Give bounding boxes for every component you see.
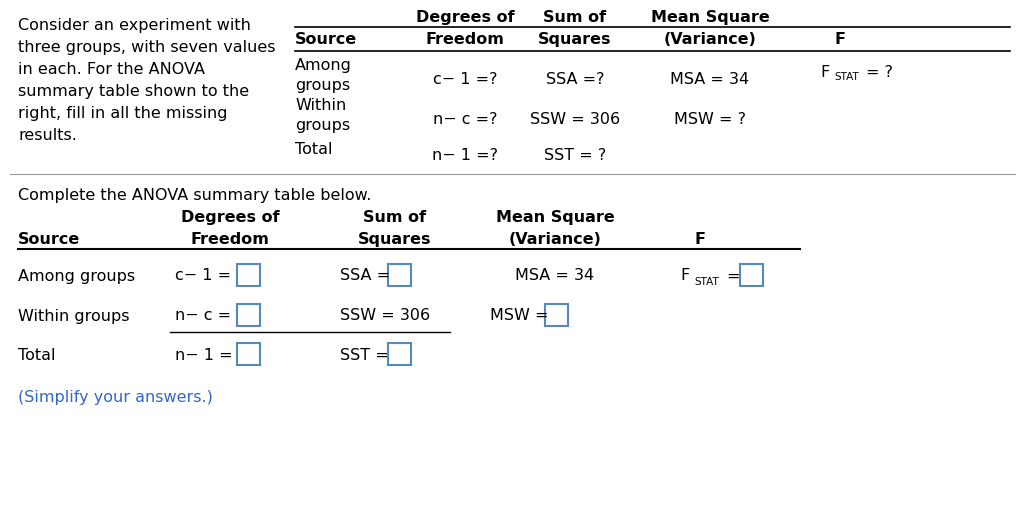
Text: F: F: [820, 64, 829, 79]
Text: Total: Total: [18, 347, 55, 362]
Text: n− c =: n− c =: [175, 308, 231, 323]
Text: Within groups: Within groups: [18, 308, 129, 323]
Text: SST =: SST =: [340, 347, 389, 362]
Text: Total: Total: [295, 142, 333, 157]
Text: Degrees of: Degrees of: [416, 10, 514, 25]
Text: SSA =?: SSA =?: [546, 72, 604, 87]
Text: in each. For the ANOVA: in each. For the ANOVA: [18, 62, 205, 77]
Text: Squares: Squares: [358, 231, 432, 246]
Text: Within: Within: [295, 98, 346, 113]
Text: Freedom: Freedom: [426, 32, 505, 47]
Text: SSA =: SSA =: [340, 268, 390, 283]
Text: results.: results.: [18, 128, 77, 143]
Text: Among: Among: [295, 58, 352, 73]
Text: Complete the ANOVA summary table below.: Complete the ANOVA summary table below.: [18, 188, 372, 203]
Bar: [388, 343, 411, 365]
Text: F: F: [694, 231, 706, 246]
Text: Mean Square: Mean Square: [496, 210, 614, 225]
Bar: [237, 265, 260, 286]
Bar: [545, 305, 568, 326]
Text: three groups, with seven values: three groups, with seven values: [18, 40, 275, 55]
Text: Sum of: Sum of: [364, 210, 427, 225]
Bar: [740, 265, 763, 286]
Bar: [237, 343, 260, 365]
Text: summary table shown to the: summary table shown to the: [18, 84, 249, 99]
Text: (Simplify your answers.): (Simplify your answers.): [18, 389, 213, 404]
Text: = ?: = ?: [866, 64, 893, 79]
Text: STAT: STAT: [834, 72, 859, 82]
Text: n− c =?: n− c =?: [433, 112, 498, 127]
Bar: [237, 305, 260, 326]
Text: Consider an experiment with: Consider an experiment with: [18, 18, 251, 33]
Text: Source: Source: [18, 231, 80, 246]
Text: Among groups: Among groups: [18, 268, 135, 283]
Text: MSA = 34: MSA = 34: [515, 268, 595, 283]
Text: (Variance): (Variance): [664, 32, 757, 47]
Text: MSW = ?: MSW = ?: [674, 112, 746, 127]
Text: F: F: [680, 268, 689, 283]
Text: SSW = 306: SSW = 306: [530, 112, 621, 127]
Text: groups: groups: [295, 118, 350, 133]
Text: MSA = 34: MSA = 34: [671, 72, 750, 87]
Text: c− 1 =?: c− 1 =?: [433, 72, 498, 87]
Bar: [388, 265, 411, 286]
Text: F: F: [835, 32, 846, 47]
Text: MSW =: MSW =: [490, 308, 549, 323]
Text: n− 1 =: n− 1 =: [175, 347, 232, 362]
Text: SST = ?: SST = ?: [544, 147, 606, 163]
Text: Source: Source: [295, 32, 357, 47]
Text: n− 1 =?: n− 1 =?: [432, 147, 498, 163]
Text: (Variance): (Variance): [509, 231, 601, 246]
Text: STAT: STAT: [694, 276, 719, 286]
Text: right, fill in all the missing: right, fill in all the missing: [18, 106, 227, 121]
Text: Sum of: Sum of: [544, 10, 606, 25]
Text: groups: groups: [295, 78, 350, 93]
Text: Freedom: Freedom: [190, 231, 269, 246]
Text: Squares: Squares: [539, 32, 611, 47]
Text: Degrees of: Degrees of: [180, 210, 280, 225]
Text: c− 1 =: c− 1 =: [175, 268, 231, 283]
Text: Mean Square: Mean Square: [650, 10, 769, 25]
Text: =: =: [726, 268, 739, 283]
Text: SSW = 306: SSW = 306: [340, 308, 430, 323]
